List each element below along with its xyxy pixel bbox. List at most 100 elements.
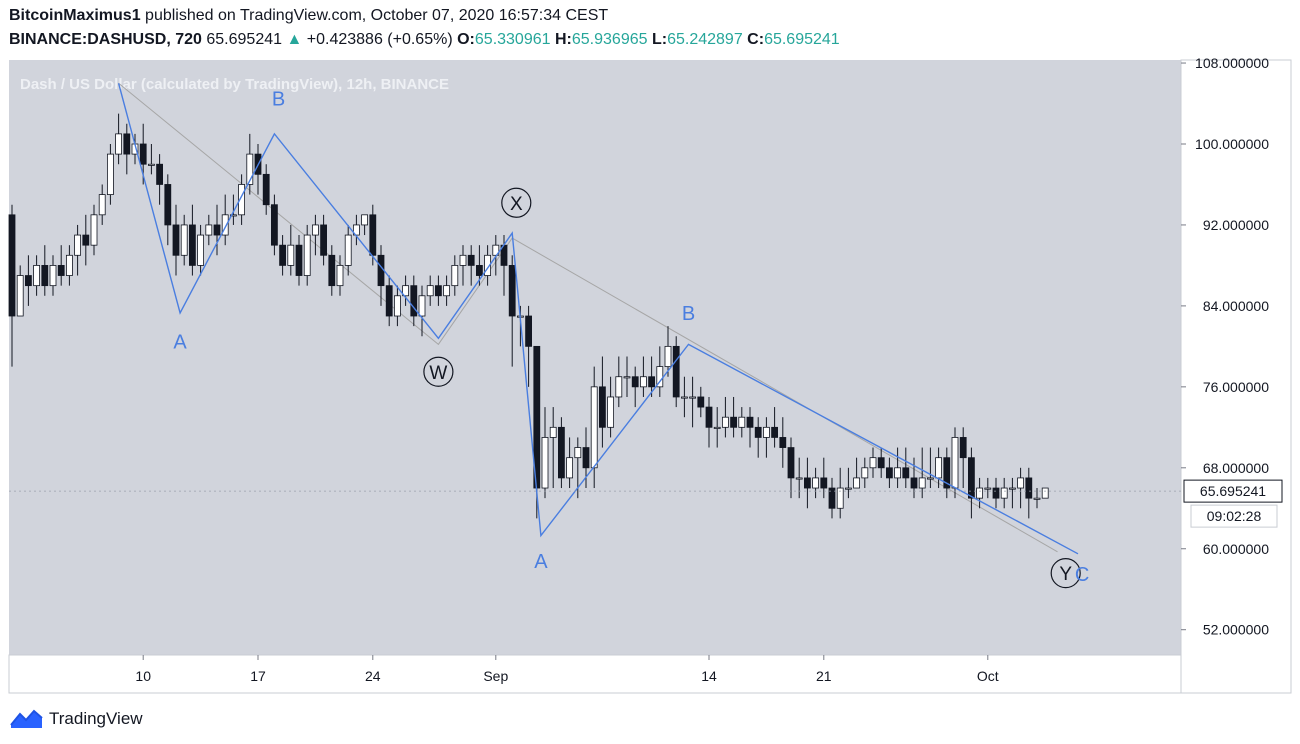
low-label: L: [651, 31, 668, 48]
candle-body [172, 224, 180, 256]
wave-label: B [272, 89, 285, 111]
candle-body [664, 345, 672, 368]
candle-body [886, 467, 893, 479]
candle-body [361, 214, 369, 226]
candle-body [188, 224, 196, 266]
candle-body [672, 345, 680, 398]
candle-body [426, 285, 434, 297]
candle-body [713, 426, 721, 429]
candle-body [959, 437, 967, 459]
candle-body [475, 265, 483, 276]
candle-body [525, 315, 532, 347]
candle-body [910, 477, 918, 489]
open-value: 65.330961 [474, 31, 551, 48]
last-price-label: 65.695241 [1200, 483, 1266, 499]
price-axis [1180, 59, 1292, 694]
candle-body [451, 265, 459, 287]
candle-body [771, 426, 778, 438]
candle-body [508, 265, 516, 317]
candle-body [24, 275, 32, 287]
candle-body [951, 437, 959, 489]
candle-body [57, 265, 65, 276]
close-label: C: [747, 31, 765, 48]
candle-body [377, 254, 385, 287]
candle-body [943, 457, 951, 489]
plot-area [9, 60, 1181, 655]
candle-body [754, 426, 762, 438]
high-value: 65.936965 [571, 31, 648, 48]
candle-body [344, 234, 352, 266]
candle-body [402, 285, 410, 297]
candle-body [197, 234, 205, 266]
candle-body [615, 376, 623, 398]
candle-body [328, 254, 336, 287]
candle-body [804, 477, 811, 489]
candle-body [287, 244, 295, 266]
tradingview-logo-icon [10, 709, 43, 728]
candle-body [549, 426, 557, 438]
price-chart[interactable]: Dash / US Dollar (calculated by TradingV… [0, 0, 1300, 700]
y-tick-label: 60.000000 [1203, 541, 1269, 557]
candle-body [295, 244, 303, 276]
symbol-info: BINANCE:DASHUSD, 720 65.695241 ▲ +0.4238… [9, 31, 840, 49]
candle-body [1025, 477, 1033, 499]
wave-line [117, 83, 1079, 555]
candle-body [681, 396, 688, 399]
candle-body [607, 396, 614, 428]
x-tick-label: 14 [701, 668, 717, 684]
countdown-label: 09:02:28 [1207, 508, 1262, 524]
last-price-box [1183, 479, 1283, 503]
low-value: 65.242897 [667, 31, 743, 48]
wave-label: C [1075, 564, 1089, 586]
candle-body [33, 265, 40, 287]
candle-body [558, 426, 565, 479]
author-name[interactable]: BitcoinMaximus1 [9, 7, 141, 24]
candle-body [16, 275, 24, 317]
candle-body [279, 244, 287, 266]
candle-body [66, 254, 73, 276]
y-tick-label: 84.000000 [1203, 298, 1269, 314]
candle-body [861, 467, 869, 479]
candle-body [935, 457, 942, 479]
candle-body [795, 477, 803, 480]
wave-label: X [510, 194, 523, 215]
candle-body [968, 457, 975, 499]
candle-body [640, 376, 647, 388]
candle-body [1017, 477, 1024, 489]
x-tick-label: 17 [250, 668, 266, 684]
candle-body [582, 447, 590, 469]
candle-body [123, 133, 131, 155]
candle-body [1041, 487, 1049, 499]
candle-body [467, 254, 475, 266]
candle-body [164, 184, 172, 226]
symbol-name[interactable]: BINANCE:DASHUSD, 720 [9, 31, 202, 48]
y-tick-label: 52.000000 [1203, 622, 1269, 638]
candle-body [311, 224, 319, 236]
candle-body [147, 163, 155, 166]
candle-body [205, 224, 213, 236]
candle-body [90, 214, 98, 246]
high-label: H: [554, 31, 572, 48]
tradingview-brand[interactable]: TradingView [49, 709, 143, 728]
publish-info: BitcoinMaximus1 published on TradingView… [9, 7, 608, 25]
candle-body [566, 457, 573, 479]
x-tick-label: 24 [365, 668, 381, 684]
candle-body [1000, 487, 1008, 499]
candle-body [238, 184, 246, 216]
candle-body [320, 224, 328, 256]
candle-body [574, 447, 582, 459]
candle-body [976, 487, 983, 499]
candle-body [746, 416, 754, 428]
candle-body [8, 214, 16, 317]
candle-body [1033, 497, 1041, 500]
candle-body [115, 133, 122, 155]
candle-body [738, 416, 746, 428]
candle-body [82, 234, 90, 246]
candle-body [763, 426, 770, 438]
candle-body [443, 285, 451, 297]
candle-body [590, 386, 598, 469]
y-tick-label: 100.000000 [1195, 136, 1269, 152]
countdown-box [1190, 504, 1278, 528]
candle-body [139, 143, 147, 165]
candle-body [869, 457, 877, 469]
